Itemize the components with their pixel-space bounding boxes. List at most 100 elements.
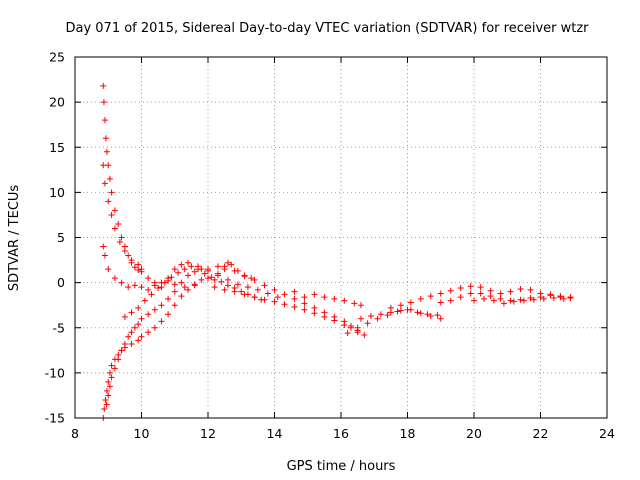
data-point: [103, 387, 110, 394]
data-point: [103, 148, 110, 155]
data-point: [115, 220, 122, 227]
data-point: [427, 313, 434, 320]
data-point: [397, 307, 404, 314]
data-point: [155, 285, 162, 292]
data-point: [387, 304, 394, 311]
data-point: [128, 257, 135, 264]
data-point: [151, 324, 158, 331]
data-point: [108, 211, 115, 218]
data-point: [507, 288, 514, 295]
y-tick-label: 0: [57, 275, 65, 290]
data-point: [497, 295, 504, 302]
data-point: [361, 331, 368, 338]
data-point: [271, 298, 278, 305]
data-point: [357, 315, 364, 322]
data-point: [407, 306, 414, 313]
data-point: [384, 312, 391, 319]
series-track-4: [100, 275, 265, 421]
data-point: [138, 315, 145, 322]
data-point: [128, 329, 135, 336]
data-point: [181, 266, 188, 273]
data-point: [224, 276, 231, 283]
data-point: [185, 272, 192, 279]
x-tick-labels: 8 10 12 14 16 18 20 22 24: [71, 426, 615, 441]
data-point: [135, 321, 142, 328]
grid: [75, 57, 607, 418]
data-point: [264, 290, 271, 297]
y-tick-label: -15: [45, 411, 65, 426]
data-point: [185, 286, 192, 293]
series-track-13: [437, 290, 574, 306]
data-point: [191, 281, 198, 288]
data-point: [185, 259, 192, 266]
data-point: [171, 288, 178, 295]
data-point: [211, 284, 218, 291]
data-point: [105, 266, 112, 273]
data-point: [121, 248, 128, 255]
data-point: [244, 284, 251, 291]
data-point: [148, 291, 155, 298]
data-point: [507, 297, 514, 304]
data-point: [417, 310, 424, 317]
y-tick-label: 20: [49, 95, 65, 110]
data-point: [165, 295, 172, 302]
x-axis-label: GPS time / hours: [287, 459, 396, 474]
data-points: [100, 82, 574, 421]
y-tick-label: 5: [57, 230, 65, 245]
y-tick-labels: -15 -10 -5 0 5 10 15 20 25: [45, 50, 65, 426]
data-point: [234, 281, 241, 288]
series-track-2: [100, 162, 231, 291]
data-point: [394, 308, 401, 315]
data-point: [151, 306, 158, 313]
data-point: [344, 330, 351, 337]
data-point: [100, 243, 107, 250]
data-point: [161, 279, 168, 286]
data-point: [135, 261, 142, 268]
data-point: [131, 264, 138, 271]
data-point: [351, 300, 358, 307]
data-point: [195, 266, 202, 273]
data-point: [171, 302, 178, 309]
data-point: [341, 318, 348, 325]
data-point: [224, 259, 231, 266]
data-point: [480, 295, 487, 302]
data-point: [165, 311, 172, 318]
data-point: [178, 293, 185, 300]
data-point: [457, 294, 464, 301]
data-point: [291, 295, 298, 302]
data-point: [477, 290, 484, 297]
x-tick-label: 12: [200, 426, 216, 441]
data-point: [331, 313, 338, 320]
data-point: [407, 299, 414, 306]
data-point: [357, 302, 364, 309]
data-point: [175, 269, 182, 276]
data-point: [311, 304, 318, 311]
data-point: [490, 297, 497, 304]
data-point: [108, 362, 115, 369]
data-point: [141, 297, 148, 304]
series-track-3: [100, 243, 198, 293]
data-point: [550, 294, 557, 301]
data-point: [102, 396, 109, 403]
data-point: [125, 284, 132, 291]
data-point: [218, 278, 225, 285]
data-point: [274, 294, 281, 301]
data-point: [125, 333, 132, 340]
series-track-14: [471, 294, 567, 307]
data-point: [111, 207, 118, 214]
data-point: [530, 296, 537, 303]
data-point: [547, 291, 554, 298]
x-tick-label: 10: [134, 426, 150, 441]
data-point: [105, 198, 112, 205]
data-point: [271, 286, 278, 293]
data-point: [248, 275, 255, 282]
data-point: [261, 296, 268, 303]
data-point: [145, 275, 152, 282]
data-point: [437, 299, 444, 306]
data-point: [188, 263, 195, 270]
data-point: [105, 392, 112, 399]
data-point: [116, 239, 123, 246]
data-point: [251, 276, 258, 283]
data-point: [224, 282, 231, 289]
